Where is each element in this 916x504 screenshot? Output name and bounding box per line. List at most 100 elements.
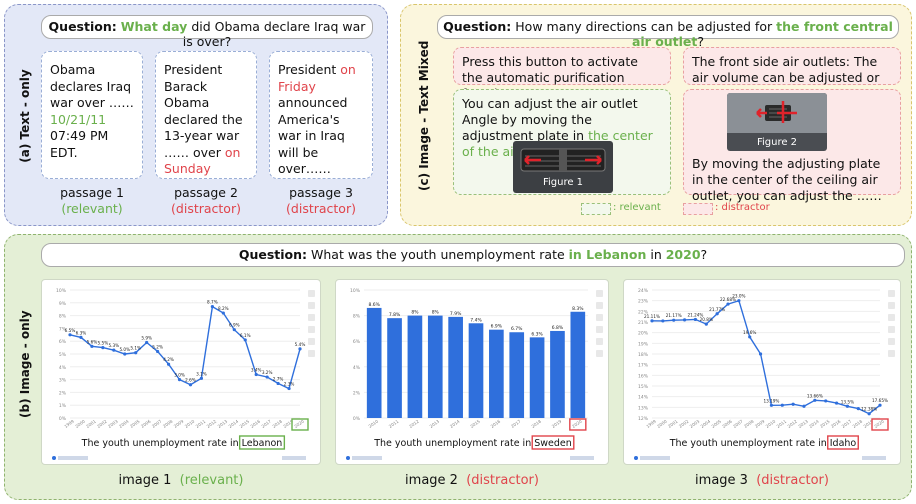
data-label: 21.77% (709, 307, 725, 312)
footer-link (640, 456, 670, 460)
x-tick-label: 2014 (449, 418, 461, 428)
data-label: 4.2% (163, 357, 174, 362)
x-tick-label: 2014 (808, 418, 820, 428)
data-point (813, 398, 817, 402)
data-label: 12.38% (861, 407, 877, 412)
data-label: 3.0% (174, 373, 185, 378)
data-point (199, 376, 204, 380)
x-tick-label: 2017 (510, 418, 522, 428)
bar (468, 323, 484, 418)
image-2-caption: image 2 (distractor) (405, 473, 539, 488)
bar (489, 329, 504, 418)
air-outlet-illustration (520, 148, 606, 189)
lebanon-line-chart: 10%9%8%7%6%5%4%3%2%1%0%6.5%6.3%5.6% 5.5%5… (52, 288, 315, 460)
data-label: 20.8% (700, 317, 713, 322)
data-label: 3.1% (196, 371, 207, 376)
data-label: 6.3% (531, 331, 543, 337)
bar (366, 307, 382, 418)
data-label: 6.3% (76, 330, 87, 335)
bar (529, 337, 545, 418)
data-label: 17.65% (872, 398, 888, 403)
panel-b-label: (b) Image - only (18, 310, 32, 418)
info-icon (346, 456, 350, 460)
data-point (682, 318, 687, 322)
chart-title: The youth unemployment rate in Idaho (669, 438, 857, 449)
data-label: 8.7% (207, 300, 218, 305)
y-tick-label: 15% (638, 384, 649, 390)
bar (550, 330, 565, 418)
toolbar-icon (308, 314, 315, 321)
passage-1: Obama declares Iraq war over …… 10/21/11… (41, 51, 143, 179)
x-tick-label: 2020 (293, 418, 305, 428)
toolbar-icon (596, 326, 603, 333)
y-tick-label: 17% (638, 363, 649, 369)
figure-2-label: Figure 2 (756, 137, 798, 148)
bar (570, 311, 586, 418)
bar (407, 315, 423, 418)
legend-distractor-label: : distractor (715, 202, 770, 213)
x-tick-label: 2019 (551, 418, 563, 428)
data-label: 13.66% (807, 393, 823, 398)
x-tick-label: 2009 (754, 418, 766, 428)
highlight-box-country (827, 435, 859, 450)
figure-1-label: Figure 1 (542, 177, 584, 188)
highlight-box-2020 (291, 418, 309, 431)
data-label: 7.9% (450, 311, 462, 317)
distractor-text-2: The front side air outlets: The air volu… (683, 47, 901, 101)
x-tick-label: 2016 (490, 418, 502, 428)
x-tick-label: 2015 (239, 418, 251, 428)
data-point (867, 412, 871, 416)
x-tick-label: 2018 (530, 418, 542, 428)
x-tick-label: 1999 (63, 418, 75, 428)
toolbar-icon (596, 350, 603, 357)
data-label: 8% (432, 310, 440, 316)
bar (427, 315, 443, 418)
footer-link (352, 456, 382, 460)
y-tick-label: 2% (353, 390, 361, 396)
y-tick-label: 10% (56, 288, 67, 294)
bar (448, 316, 463, 418)
y-tick-label: 19% (638, 341, 649, 347)
distractor-text-1: Press this button to activate the automa… (453, 47, 671, 101)
panel-a-question: Question: What day did Obama declare Ira… (41, 15, 373, 49)
y-tick-label: 9% (59, 301, 67, 307)
data-point (704, 322, 708, 326)
y-tick-label: 0% (59, 416, 67, 422)
x-tick-label: 2015 (819, 418, 831, 428)
data-label: 5.0% (119, 347, 130, 352)
data-point (287, 386, 291, 391)
x-tick-label: 2000 (656, 418, 668, 428)
info-icon (52, 456, 56, 460)
data-label: 6.5% (65, 328, 76, 333)
x-tick-label: 2008 (162, 418, 174, 428)
x-tick-label: 2004 (700, 418, 712, 428)
y-tick-label: 4% (353, 365, 361, 371)
y-tick-label: 24% (638, 288, 649, 294)
highlight-box-2020 (569, 418, 587, 431)
data-point (661, 319, 665, 323)
x-tick-label: 2012 (206, 418, 218, 428)
data-point (672, 318, 676, 322)
info-icon (634, 456, 638, 460)
toolbar-icon (888, 302, 895, 309)
toolbar-icon (596, 290, 603, 297)
toolbar-icon (308, 290, 315, 297)
data-label: 5.2% (152, 344, 163, 349)
sweden-bar-chart: 10% 8% 6% 4% 2% 0% 8.6% 7.8% 8% 8% 7.9% 7.4% 6.9% 6.7… (346, 288, 603, 460)
series-line (69, 305, 301, 390)
chart-title: The youth unemployment rate in Lebanon (81, 438, 283, 449)
data-label: 8.6% (368, 302, 380, 308)
data-label: 8.3% (572, 306, 584, 312)
x-tick-label: 2013 (217, 418, 229, 428)
data-label: 7.4% (470, 317, 482, 323)
x-tick-label: 2006 (721, 418, 733, 428)
y-tick-label: 12% (638, 416, 649, 422)
data-label: 19.6% (743, 330, 756, 335)
highlight-box-country (238, 435, 286, 450)
toolbar-icon (888, 314, 895, 321)
passage-3-caption: passage 3 (distractor) (286, 185, 356, 216)
data-label: 2.7% (273, 376, 284, 381)
x-tick-label: 2003 (107, 418, 119, 428)
toolbar-icon (308, 302, 315, 309)
x-tick-label: 2017 (260, 418, 272, 428)
